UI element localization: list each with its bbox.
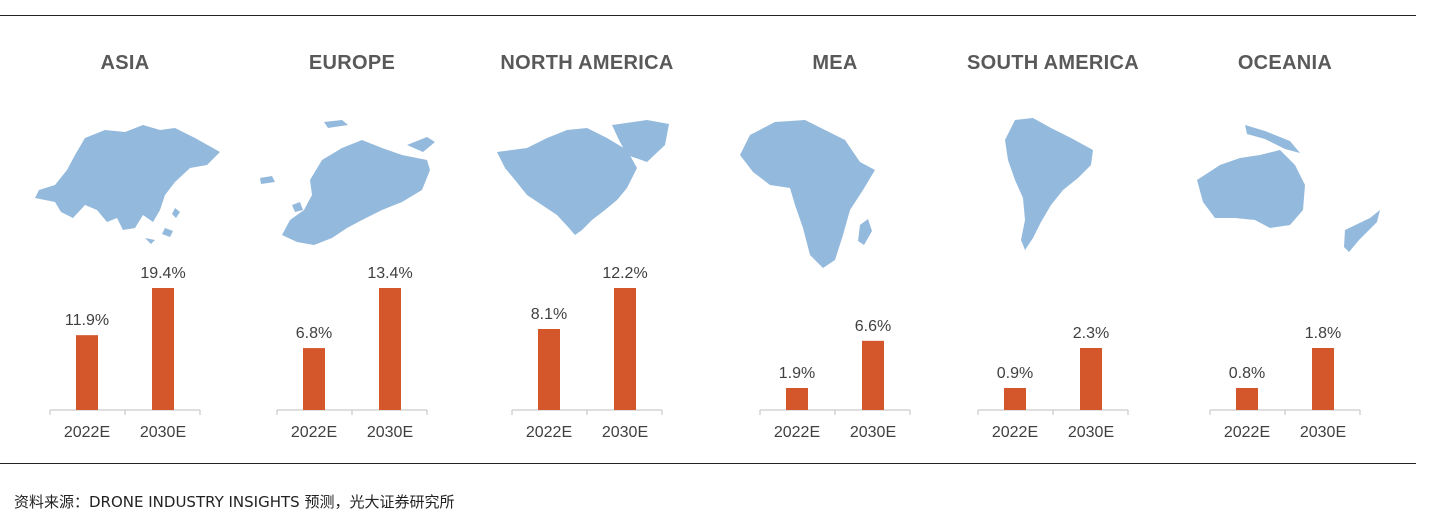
region-title: NORTH AMERICA: [500, 52, 674, 74]
category-label: 2030E: [602, 424, 648, 441]
bar-2030e: [862, 340, 884, 410]
category-label: 2022E: [1224, 424, 1270, 441]
bar-chart-mea: 1.9% 2022E 6.6% 2030E: [759, 318, 911, 441]
bar-chart-south-america: 0.9% 2022E 2.3% 2030E: [977, 325, 1129, 441]
data-label: 0.9%: [997, 365, 1033, 382]
panel-europe: EUROPE 6.8% 2022E 13.4% 2030E: [252, 0, 452, 460]
data-label: 1.9%: [779, 365, 815, 382]
region-title: EUROPE: [308, 52, 396, 74]
data-label: 11.9%: [65, 312, 109, 329]
category-label: 2030E: [140, 424, 186, 441]
region-title: SOUTH AMERICA: [966, 52, 1140, 74]
bar-chart-oceania: 0.8% 2022E 1.8% 2030E: [1209, 325, 1361, 441]
source-note: 资料来源：DRONE INDUSTRY INSIGHTS 预测，光大证券研究所: [14, 493, 455, 511]
north-america-map-icon: [497, 120, 669, 235]
bar-2022e: [1236, 388, 1258, 410]
bar-2022e: [1004, 388, 1026, 410]
data-label: 19.4%: [140, 265, 185, 282]
data-label: 13.4%: [367, 265, 412, 282]
bar-2022e: [303, 348, 325, 410]
data-label: 0.8%: [1229, 365, 1265, 382]
data-label: 8.1%: [531, 306, 567, 323]
asia-map-icon: [35, 125, 220, 244]
europe-map-icon: [260, 120, 435, 245]
africa-map-icon: [740, 120, 875, 268]
bar-2030e: [379, 288, 401, 410]
panel-north-america: NORTH AMERICA 8.1% 2022E 12.2% 2030E: [487, 0, 687, 460]
panel-oceania: OCEANIA 0.8% 2022E 1.8% 2030E: [1185, 0, 1385, 460]
category-label: 2030E: [367, 424, 413, 441]
bar-2022e: [76, 335, 98, 410]
panel-south-america: SOUTH AMERICA 0.9% 2022E 2.3% 2030E: [953, 0, 1153, 460]
oceania-map-icon: [1197, 125, 1380, 252]
south-america-map-icon: [1005, 118, 1093, 250]
panel-asia: ASIA 11.9% 2022E 19.4% 2030E: [25, 0, 225, 460]
bar-2030e: [614, 288, 636, 410]
category-label: 2022E: [64, 424, 110, 441]
top-rule: [0, 15, 1416, 16]
bottom-rule: [0, 463, 1416, 464]
data-label: 1.8%: [1305, 325, 1341, 342]
region-title: MEA: [812, 52, 858, 74]
data-label: 6.8%: [296, 325, 332, 342]
category-label: 2030E: [1068, 424, 1114, 441]
region-title: OCEANIA: [1237, 52, 1333, 74]
bar-2030e: [1312, 348, 1334, 410]
bar-chart-europe: 6.8% 2022E 13.4% 2030E: [276, 265, 428, 441]
category-label: 2022E: [774, 424, 820, 441]
bar-2022e: [538, 329, 560, 410]
region-title: ASIA: [100, 52, 150, 74]
category-label: 2022E: [992, 424, 1038, 441]
category-label: 2030E: [1300, 424, 1346, 441]
bar-2030e: [152, 288, 174, 410]
bar-2022e: [786, 388, 808, 410]
bar-2030e: [1080, 348, 1102, 410]
bar-chart-north-america: 8.1% 2022E 12.2% 2030E: [511, 265, 663, 441]
bar-chart-asia: 11.9% 2022E 19.4% 2030E: [49, 265, 201, 441]
data-label: 6.6%: [855, 318, 891, 335]
data-label: 2.3%: [1073, 325, 1109, 342]
category-label: 2022E: [526, 424, 572, 441]
category-label: 2022E: [291, 424, 337, 441]
data-label: 12.2%: [602, 265, 647, 282]
category-label: 2030E: [850, 424, 896, 441]
panel-mea: MEA 1.9% 2022E 6.6% 2030E: [735, 0, 935, 460]
